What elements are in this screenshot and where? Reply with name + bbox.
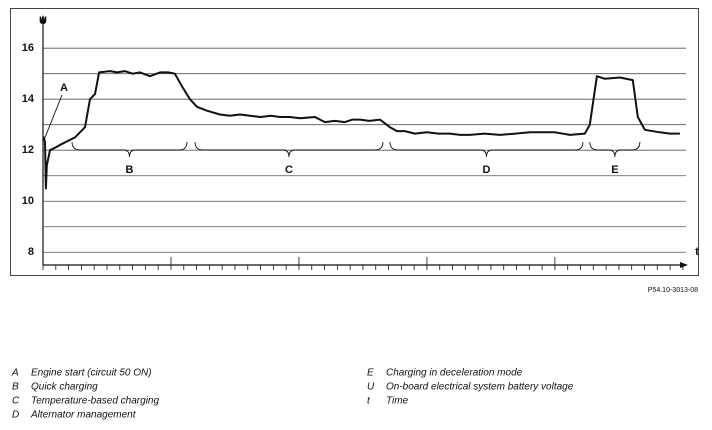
x-axis-arrow (680, 262, 688, 268)
y-tick-label: 10 (22, 195, 34, 207)
y-tick-label: 14 (22, 93, 35, 105)
key-letter: t (367, 396, 371, 407)
key-text: On-board electrical system battery volta… (386, 382, 574, 393)
brace-label: D (482, 164, 490, 176)
annotation-label: A (60, 82, 68, 94)
brace (194, 141, 384, 158)
figure-code: P54.10-3013-08 (648, 287, 698, 294)
key-letter: A (11, 368, 19, 379)
brace (389, 141, 584, 158)
y-tick-label: 8 (28, 246, 34, 258)
key-letter: D (12, 410, 19, 421)
brace-label: B (126, 164, 134, 176)
annotation-pointer (44, 94, 63, 138)
key-text: Alternator management (30, 410, 137, 421)
x-axis-label: t (695, 246, 699, 258)
key-letter: C (12, 396, 20, 407)
key-text: Quick charging (31, 382, 98, 393)
key-text: Time (386, 396, 409, 407)
key-letter: E (367, 368, 374, 379)
key-text: Temperature-based charging (31, 396, 159, 407)
brace (589, 141, 641, 158)
key-text: Charging in deceleration mode (386, 368, 523, 379)
key-letter: U (367, 382, 375, 393)
voltage-line (42, 70, 680, 190)
brace-label: C (285, 164, 293, 176)
brace (71, 141, 188, 158)
brace-label: E (611, 164, 618, 176)
frame (10, 8, 699, 276)
y-axis-arrow (40, 15, 46, 23)
y-tick-label: 12 (22, 144, 34, 156)
key-text: Engine start (circuit 50 ON) (31, 368, 152, 379)
y-tick-label: 16 (22, 42, 34, 54)
key-letter: B (12, 382, 19, 393)
